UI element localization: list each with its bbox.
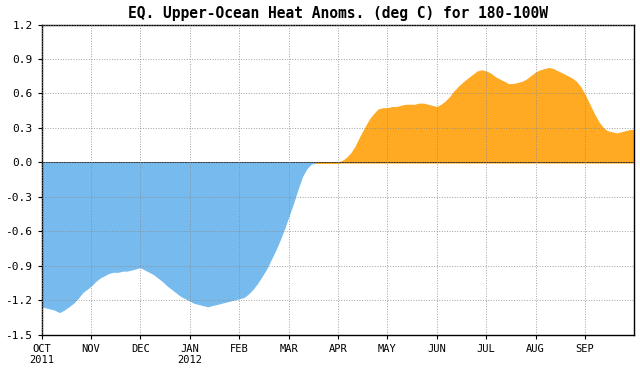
Title: EQ. Upper-Ocean Heat Anoms. (deg C) for 180-100W: EQ. Upper-Ocean Heat Anoms. (deg C) for … — [128, 6, 548, 20]
